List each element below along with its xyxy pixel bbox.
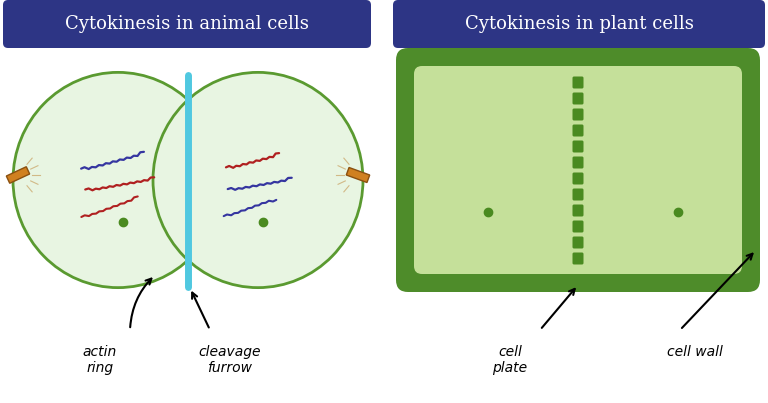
FancyBboxPatch shape: [396, 48, 760, 292]
Polygon shape: [6, 167, 30, 183]
FancyBboxPatch shape: [3, 0, 371, 48]
FancyBboxPatch shape: [393, 0, 765, 48]
FancyBboxPatch shape: [572, 141, 584, 152]
FancyBboxPatch shape: [572, 108, 584, 120]
FancyBboxPatch shape: [572, 77, 584, 89]
Text: Cytokinesis in plant cells: Cytokinesis in plant cells: [465, 15, 694, 33]
FancyBboxPatch shape: [572, 253, 584, 264]
FancyBboxPatch shape: [414, 66, 742, 274]
FancyBboxPatch shape: [572, 220, 584, 233]
Text: cell
plate: cell plate: [492, 345, 528, 375]
Ellipse shape: [13, 73, 223, 288]
FancyBboxPatch shape: [572, 156, 584, 168]
FancyBboxPatch shape: [572, 204, 584, 216]
Text: cell wall: cell wall: [667, 345, 723, 359]
Ellipse shape: [153, 73, 363, 288]
FancyBboxPatch shape: [572, 172, 584, 185]
FancyBboxPatch shape: [572, 125, 584, 137]
FancyBboxPatch shape: [572, 93, 584, 104]
Text: Cytokinesis in animal cells: Cytokinesis in animal cells: [65, 15, 309, 33]
Text: cleavage
furrow: cleavage furrow: [199, 345, 261, 375]
Text: actin
ring: actin ring: [83, 345, 118, 375]
FancyBboxPatch shape: [572, 189, 584, 201]
FancyBboxPatch shape: [572, 237, 584, 249]
Polygon shape: [346, 168, 369, 183]
